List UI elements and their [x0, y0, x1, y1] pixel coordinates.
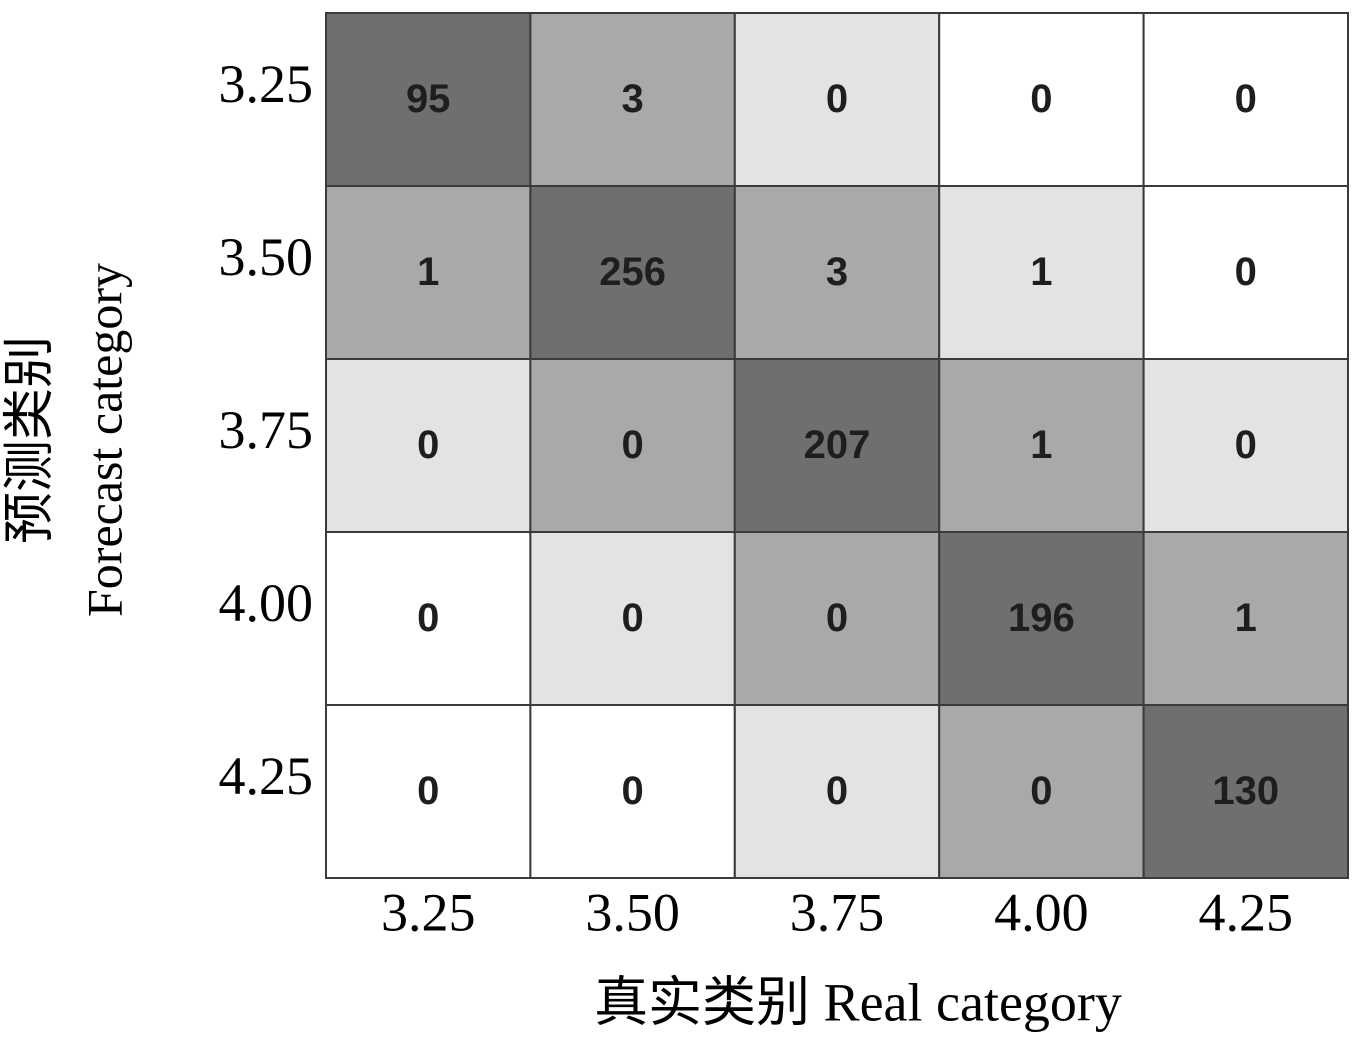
heatmap-cell — [529, 358, 736, 533]
cell-value: 0 — [417, 769, 439, 813]
heatmap-cell — [1142, 358, 1349, 533]
cell-value: 196 — [1008, 596, 1075, 640]
y-axis-label: 预测类别 — [2, 336, 59, 544]
heatmap-cell — [529, 531, 736, 706]
cell-value: 0 — [417, 596, 439, 640]
cell-value: 256 — [599, 250, 666, 294]
x-tick-label: 3.25 — [381, 882, 476, 942]
cell-value: 0 — [621, 769, 643, 813]
heatmap-cell — [733, 531, 941, 706]
heatmap-cell — [1142, 12, 1349, 187]
y-axis-label: Forecast category — [76, 263, 132, 617]
cell-value: 3 — [826, 250, 848, 294]
cell-value: 0 — [1235, 77, 1257, 121]
x-tick-label: 4.00 — [994, 882, 1089, 942]
heatmap-cell — [733, 12, 941, 187]
cell-value: 1 — [417, 250, 439, 294]
cell-value: 0 — [1030, 769, 1052, 813]
heatmap-cell — [529, 12, 736, 187]
x-axis-label: 真实类别 Real category — [594, 972, 1122, 1032]
heatmap-cell — [733, 185, 941, 360]
cell-value: 3 — [621, 77, 643, 121]
cell-value: 0 — [826, 769, 848, 813]
x-tick-label: 3.75 — [790, 882, 885, 942]
y-tick-label: 3.25 — [219, 54, 314, 114]
cell-value: 0 — [621, 423, 643, 467]
heatmap-cell — [938, 12, 1145, 187]
heatmap-cell — [733, 358, 941, 533]
y-tick-label: 4.00 — [219, 573, 314, 633]
cell-value: 130 — [1212, 769, 1279, 813]
y-tick-label: 4.25 — [219, 746, 314, 806]
cell-value: 0 — [826, 77, 848, 121]
cell-value: 95 — [406, 77, 451, 121]
heatmap-cell — [325, 531, 532, 706]
heatmap-cell — [325, 12, 532, 187]
heatmap-cell — [325, 185, 532, 360]
heatmap-cell — [325, 704, 532, 879]
x-tick-label: 4.25 — [1199, 882, 1294, 942]
heatmap-cell — [733, 704, 941, 879]
heatmap-cell — [529, 704, 736, 879]
cell-value: 1 — [1030, 423, 1052, 467]
y-tick-label: 3.75 — [219, 400, 314, 460]
cell-value: 0 — [1030, 77, 1052, 121]
y-tick-label: 3.50 — [219, 227, 314, 287]
cell-value: 0 — [1235, 423, 1257, 467]
cell-value: 0 — [826, 596, 848, 640]
cell-value: 1 — [1030, 250, 1052, 294]
cell-value: 0 — [1235, 250, 1257, 294]
heatmap-cell — [938, 531, 1145, 706]
x-tick-label: 3.50 — [585, 882, 680, 942]
heatmap-cell — [1142, 704, 1349, 879]
cell-value: 0 — [417, 423, 439, 467]
heatmap-cell — [1142, 531, 1349, 706]
cell-value: 207 — [804, 423, 871, 467]
cell-value: 0 — [621, 596, 643, 640]
cell-value: 1 — [1235, 596, 1257, 640]
heatmap-cell — [938, 358, 1145, 533]
heatmap-cell — [1142, 185, 1349, 360]
